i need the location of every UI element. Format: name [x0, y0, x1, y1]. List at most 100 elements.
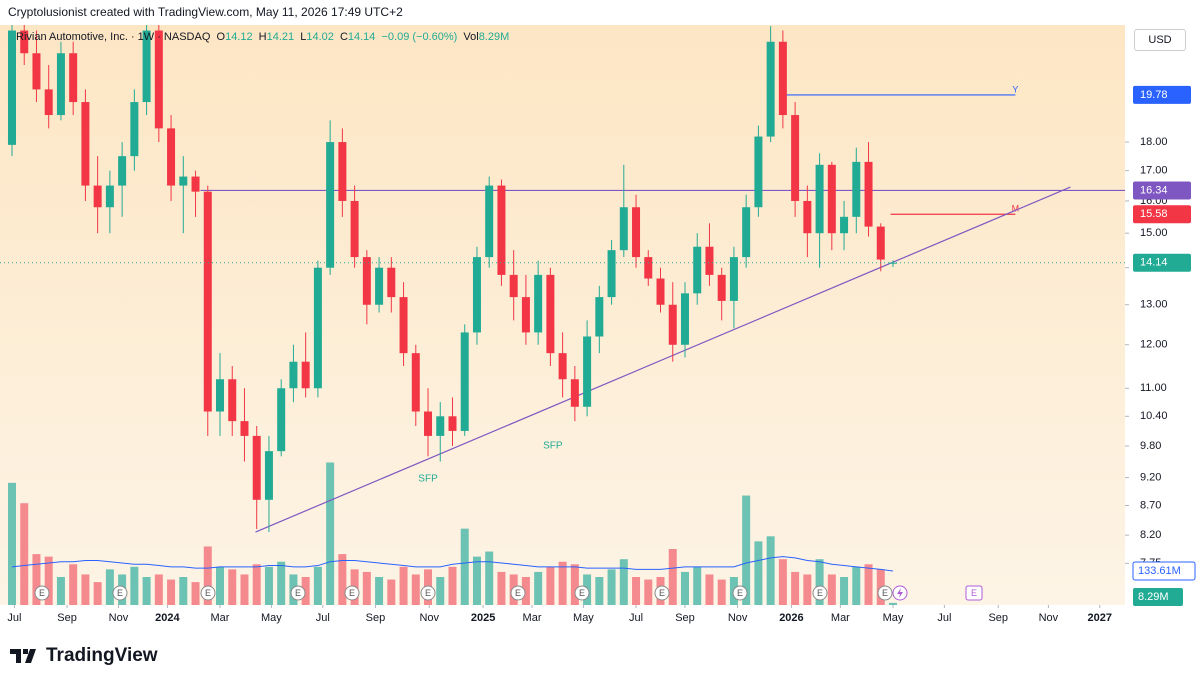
earnings-marker-label: E — [817, 588, 823, 598]
candle-body — [142, 30, 151, 103]
candle-body — [852, 161, 861, 217]
dividend-bolt — [897, 588, 903, 598]
footer: TradingView — [10, 645, 158, 667]
volume-bar — [864, 564, 873, 605]
y-tick-label: 13.00 — [1140, 299, 1168, 311]
volume-bar — [852, 566, 861, 605]
volume-bar — [595, 577, 604, 605]
candle-body — [693, 246, 702, 294]
volume-bar — [20, 503, 29, 605]
candle-body — [803, 200, 812, 234]
volume-bar — [644, 579, 653, 605]
volume-bar — [203, 546, 212, 605]
ohlc-value: 14.02 — [306, 31, 334, 43]
x-tick-label: Mar — [211, 612, 230, 624]
volume-bar — [167, 579, 176, 605]
x-tick-label: Sep — [988, 612, 1008, 624]
volume-bar — [7, 482, 16, 605]
earnings-marker — [290, 585, 306, 601]
volume-bar — [485, 551, 494, 605]
volume-bar — [252, 564, 261, 605]
volume-bar — [32, 554, 41, 605]
x-tick-label: Nov — [728, 612, 748, 624]
volume-bar — [607, 569, 616, 605]
level-price-box — [1133, 205, 1191, 224]
candle-body — [558, 353, 567, 380]
candle-body — [93, 185, 102, 208]
candle-body — [570, 379, 579, 407]
x-tick-label: May — [573, 612, 594, 624]
volume-box — [1133, 588, 1183, 606]
candle-body — [668, 304, 677, 345]
candle-body — [81, 102, 90, 186]
last-price-box — [1133, 253, 1191, 272]
volume-ma-line — [11, 556, 894, 572]
level-label: M — [1012, 204, 1020, 214]
volume-bar — [460, 528, 469, 605]
currency-button[interactable]: USD — [1134, 29, 1186, 51]
candle-body — [399, 297, 408, 354]
x-tick-label: Sep — [675, 612, 695, 624]
x-tick-label: May — [261, 612, 282, 624]
candle-body — [228, 379, 237, 422]
earnings-marker — [732, 585, 748, 601]
volume-bar — [326, 462, 335, 605]
volume-bar — [632, 577, 641, 605]
volume-bar — [44, 556, 53, 605]
candle-body — [350, 200, 359, 258]
earnings-marker-label: E — [515, 588, 521, 598]
candle-body — [362, 257, 371, 305]
upcoming-earnings-label: E — [971, 588, 977, 598]
y-tick-label: 12.00 — [1140, 339, 1168, 351]
ohlc-value: 14.12 — [225, 31, 253, 43]
earnings-marker-label: E — [737, 588, 743, 598]
x-tick-label: Mar — [523, 612, 542, 624]
candle-body — [595, 297, 604, 337]
volume-bar — [56, 577, 65, 605]
volume-bar — [534, 571, 543, 605]
candle-body — [326, 142, 335, 268]
candle-body — [607, 250, 616, 298]
candle-body — [252, 435, 261, 500]
candle-body — [546, 274, 555, 354]
ohlc-value: 14.14 — [347, 31, 376, 43]
candle-body — [191, 176, 200, 192]
earnings-marker-label: E — [349, 588, 355, 598]
earnings-marker — [654, 585, 670, 601]
earnings-marker — [510, 585, 526, 601]
y-tick-label: 8.70 — [1140, 499, 1161, 511]
earnings-marker — [812, 585, 828, 601]
volume-bar — [778, 559, 787, 605]
y-tick-label: 17.00 — [1140, 165, 1168, 177]
candle-body — [264, 451, 273, 500]
candle-body — [876, 226, 885, 260]
upcoming-earnings — [965, 585, 983, 601]
ohlc-key: C — [339, 31, 348, 43]
x-tick-label: Nov — [109, 612, 129, 624]
level-price-label: 19.78 — [1140, 89, 1168, 101]
volume-bar — [240, 574, 249, 605]
volume-key: Vol — [463, 31, 479, 43]
candle-body — [240, 421, 249, 436]
volume-bar — [105, 569, 114, 605]
axes: 7.758.208.709.209.8010.4011.0012.0013.00… — [7, 85, 1196, 624]
candle-body — [313, 267, 322, 389]
volume-bar — [277, 561, 286, 605]
level-price-label: 15.58 — [1140, 208, 1168, 220]
last-price-label: 14.14 — [1140, 257, 1168, 269]
volume-bar — [717, 579, 726, 605]
volume-value: 8.29M — [478, 31, 510, 43]
x-tick-label: Jul — [316, 612, 330, 624]
candle-body — [44, 89, 53, 116]
candle-body — [742, 207, 751, 258]
volume-bar — [558, 561, 567, 605]
attribution: Cryptolusionist created with TradingView… — [8, 5, 403, 19]
volume-bar — [619, 559, 628, 605]
candle-body — [167, 128, 176, 186]
candle-body — [436, 416, 445, 436]
y-tick-label: 18.00 — [1140, 136, 1168, 148]
earnings-marker — [200, 585, 216, 601]
candle-body — [619, 207, 628, 251]
trendline — [255, 186, 1071, 533]
